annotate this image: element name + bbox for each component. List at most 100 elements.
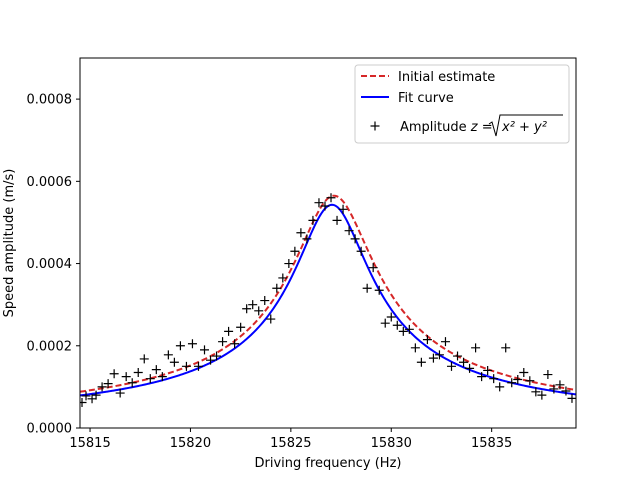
amplitude-point <box>483 365 493 375</box>
amplitude-point <box>157 372 167 382</box>
scatter-points <box>80 193 576 408</box>
amplitude-point <box>549 384 559 394</box>
amplitude-point <box>127 378 137 388</box>
y-tick-label: 0.0002 <box>27 339 73 354</box>
amplitude-point <box>103 379 113 389</box>
amplitude-point <box>338 204 348 214</box>
legend-sqrt-sign <box>488 114 563 137</box>
legend-initial-label: Initial estimate <box>398 70 495 85</box>
amplitude-point <box>193 361 203 371</box>
amplitude-point <box>356 246 366 256</box>
amplitude-point <box>230 339 240 349</box>
x-tick-label: 15825 <box>270 436 311 451</box>
amplitude-point <box>428 353 438 363</box>
legend-amplitude-label: Amplitude z = <box>400 120 493 135</box>
amplitude-point <box>398 326 408 336</box>
amplitude-point <box>218 337 228 347</box>
y-axis-ticks: 0.0000 0.0002 0.0004 0.0006 0.0008 <box>27 93 80 437</box>
y-tick-label: 0.0006 <box>27 175 73 190</box>
amplitude-point <box>308 215 318 225</box>
amplitude-point <box>422 335 432 345</box>
amplitude-point <box>404 324 414 334</box>
amplitude-point <box>266 314 276 324</box>
amplitude-point <box>350 234 360 244</box>
amplitude-point <box>212 351 222 361</box>
amplitude-point <box>561 386 571 396</box>
legend-fit-label: Fit curve <box>398 91 454 106</box>
amplitude-point <box>531 387 541 397</box>
x-axis-label: Driving frequency (Hz) <box>255 456 402 471</box>
amplitude-point <box>489 374 499 384</box>
amplitude-point <box>344 226 354 236</box>
amplitude-point <box>495 382 505 392</box>
plot-frame <box>79 57 577 429</box>
amplitude-point <box>392 320 402 330</box>
amplitude-point <box>386 312 396 322</box>
amplitude-point <box>272 283 282 293</box>
amplitude-point <box>362 283 372 293</box>
amplitude-point <box>320 201 330 211</box>
amplitude-point <box>236 322 246 332</box>
amplitude-point <box>260 296 270 306</box>
amplitude-point <box>507 378 517 388</box>
amplitude-point <box>187 339 197 349</box>
amplitude-point <box>471 343 481 353</box>
amplitude-point <box>555 380 565 390</box>
legend-amplitude-name: Amplitude <box>400 120 467 135</box>
amplitude-point <box>440 337 450 347</box>
amplitude-point <box>446 361 456 371</box>
x-tick-label: 15835 <box>471 436 512 451</box>
y-tick-label: 0.0000 <box>27 422 73 437</box>
amplitude-point <box>465 363 475 373</box>
amplitude-point <box>326 193 336 203</box>
legend: Initial estimate Fit curve Amplitude z =… <box>354 64 570 144</box>
amplitude-point <box>206 355 216 365</box>
amplitude-point <box>145 374 155 384</box>
amplitude-point <box>248 300 258 310</box>
y-tick-label: 0.0004 <box>27 257 73 272</box>
amplitude-point <box>501 343 511 353</box>
amplitude-point <box>254 306 264 316</box>
amplitude-point <box>97 382 107 392</box>
amplitude-point <box>290 246 300 256</box>
amplitude-point <box>537 390 547 400</box>
amplitude-point <box>242 304 252 314</box>
legend-formula-radicand: x² + y² <box>501 120 547 135</box>
amplitude-point <box>368 263 378 273</box>
amplitude-point <box>374 285 384 295</box>
y-axis-label: Speed amplitude (m/s) <box>2 169 17 318</box>
amplitude-point <box>296 228 306 238</box>
amplitude-point <box>87 394 97 404</box>
amplitude-point <box>416 357 426 367</box>
amplitude-point <box>519 368 529 377</box>
amplitude-point <box>200 345 210 355</box>
amplitude-point <box>278 273 288 283</box>
legend-amplitude-swatch <box>370 121 380 131</box>
x-tick-label: 15815 <box>69 436 110 451</box>
amplitude-point <box>459 357 469 367</box>
amplitude-point <box>224 326 234 336</box>
amplitude-point <box>175 341 185 351</box>
amplitude-point <box>314 198 324 208</box>
amplitude-point <box>181 361 191 371</box>
amplitude-point <box>80 398 87 408</box>
amplitude-point <box>567 393 576 403</box>
amplitude-point <box>380 318 390 328</box>
amplitude-point <box>133 368 143 377</box>
amplitude-point <box>81 391 91 401</box>
amplitude-point <box>525 376 535 386</box>
x-tick-label: 15820 <box>170 436 211 451</box>
legend-formula-prefix: z = <box>470 120 493 135</box>
amplitude-point <box>477 372 487 382</box>
amplitude-point <box>109 369 119 379</box>
amplitude-point <box>453 351 463 361</box>
amplitude-point <box>434 350 444 360</box>
legend-box <box>354 64 570 144</box>
amplitude-point <box>139 354 149 364</box>
y-tick-label: 0.0008 <box>27 93 73 108</box>
amplitude-point <box>115 388 125 398</box>
amplitude-point <box>163 350 173 360</box>
amplitude-point <box>151 365 161 375</box>
amplitude-point <box>169 357 179 367</box>
